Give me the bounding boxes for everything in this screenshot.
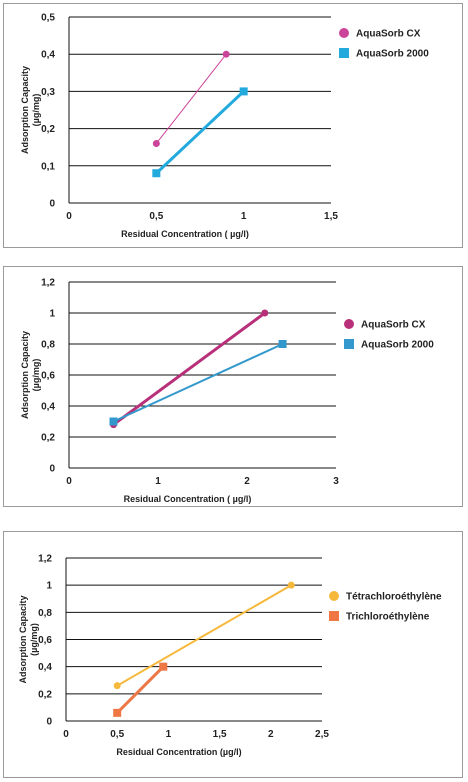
x-tick-label: 0 xyxy=(63,729,69,740)
legend-label: AquaSorb CX xyxy=(356,29,421,40)
legend-label: AquaSorb CX xyxy=(361,320,426,331)
legend-marker xyxy=(329,591,339,601)
y-axis-title: Adsorption Capacity (µg/mg) xyxy=(18,595,39,683)
y-axis-title-line: (µg/mg) xyxy=(29,623,39,656)
series-line-1 xyxy=(112,311,266,426)
y-tick-label: 1 xyxy=(49,309,55,320)
y-tick-label: 0 xyxy=(49,199,55,210)
x-tick-label: 0,5 xyxy=(149,211,163,222)
chart-panel-1: 0 0,1 0,2 0,3 0,4 0,5 0 0,5 1 1,5 Residual Concent… xyxy=(3,3,463,248)
data-point xyxy=(109,417,118,426)
series-line-2 xyxy=(155,90,245,175)
x-tick-label: 1 xyxy=(241,211,247,222)
x-tick-label: 0 xyxy=(66,476,72,487)
legend-label: Tétrachloroéthylène xyxy=(346,592,442,603)
data-point xyxy=(287,581,295,589)
x-tick-label: 1,5 xyxy=(324,211,338,222)
y-tick-label: 0 xyxy=(46,717,52,728)
x-tick-label: 2 xyxy=(244,476,250,487)
y-tick-label: 1,2 xyxy=(38,554,52,565)
legend-label: Trichloroéthylène xyxy=(346,612,430,623)
legend-marker xyxy=(329,611,339,621)
x-axis-title: Residual Concentration (µg/l) xyxy=(116,747,241,757)
y-tick-label: 0,1 xyxy=(41,161,55,172)
y-axis-title: Adsorption Capacity (µg/mg) xyxy=(20,331,41,419)
y-tick-label: 0,6 xyxy=(41,371,55,382)
series-line-2 xyxy=(113,343,284,423)
y-tick-label: 1,2 xyxy=(41,278,55,289)
x-tick-label: 1 xyxy=(166,729,172,740)
legend-marker xyxy=(344,319,354,329)
data-point xyxy=(152,169,161,178)
y-tick-label: 0,3 xyxy=(41,87,55,98)
data-point xyxy=(159,662,168,671)
x-axis-title: Residual Concentration ( µg/l) xyxy=(124,494,252,504)
y-tick-label: 0,4 xyxy=(38,662,52,673)
data-point xyxy=(113,708,122,717)
legend-marker xyxy=(344,339,354,349)
y-tick-label: 0,2 xyxy=(41,433,55,444)
chart-2: 0 0,2 0,4 0,6 0,8 1 1,2 0 1 2 3 Residual Concentrat… xyxy=(20,278,434,505)
legend-marker xyxy=(339,48,349,58)
y-tick-label: 0,2 xyxy=(41,124,55,135)
y-tick-label: 0,8 xyxy=(41,340,55,351)
x-tick-label: 1,5 xyxy=(213,729,227,740)
y-tick-label: 0,2 xyxy=(38,689,52,700)
y-tick-label: 0,4 xyxy=(41,50,55,61)
x-tick-label: 0,5 xyxy=(110,729,124,740)
legend-label: AquaSorb 2000 xyxy=(356,49,429,60)
x-tick-label: 2 xyxy=(268,729,274,740)
x-tick-label: 2,5 xyxy=(315,729,329,740)
chart-panel-3: 0 0,2 0,4 0,6 0,8 1 1,2 0 0,5 1 1,5 2 2,5 Residual Co… xyxy=(3,531,463,778)
x-tick-label: 1 xyxy=(155,476,161,487)
data-point xyxy=(278,340,287,348)
y-tick-label: 0,8 xyxy=(38,608,52,619)
data-point xyxy=(239,87,248,96)
chart-3: 0 0,2 0,4 0,6 0,8 1 1,2 0 0,5 1 1,5 2 2,5 Residual Co… xyxy=(18,554,442,758)
chart-1: 0 0,1 0,2 0,3 0,4 0,5 0 0,5 1 1,5 Residual Concent… xyxy=(20,13,429,240)
legend-label: AquaSorb 2000 xyxy=(361,340,434,351)
chart-panel-2: 0 0,2 0,4 0,6 0,8 1 1,2 0 1 2 3 Residual Concentrat… xyxy=(3,266,463,507)
y-tick-label: 0 xyxy=(49,464,55,475)
y-tick-label: 0,4 xyxy=(41,402,55,413)
data-point xyxy=(152,139,160,147)
y-axis-title: Adsorption Capacity (µg/mg) xyxy=(20,66,41,154)
data-point xyxy=(113,682,121,690)
legend-marker xyxy=(339,28,349,38)
series-line-1 xyxy=(116,584,292,687)
y-tick-label: 0,6 xyxy=(38,635,52,646)
x-axis-title: Residual Concentration ( µg/l) xyxy=(121,229,249,239)
y-axis-title-line: (µg/mg) xyxy=(31,94,41,127)
series-line-1 xyxy=(155,53,227,144)
series-line-2 xyxy=(116,665,165,714)
y-axis-title-line: Adsorption Capacity xyxy=(20,331,30,419)
x-tick-label: 0 xyxy=(66,211,72,222)
y-tick-label: 1 xyxy=(46,581,52,592)
data-point xyxy=(261,309,269,317)
y-axis-title-line: (µg/mg) xyxy=(31,359,41,392)
y-axis-title-line: Adsorption Capacity xyxy=(18,595,28,683)
y-axis-title-line: Adsorption Capacity xyxy=(20,66,30,154)
x-tick-label: 3 xyxy=(333,476,339,487)
data-point xyxy=(222,50,230,58)
y-tick-label: 0,5 xyxy=(41,13,55,24)
